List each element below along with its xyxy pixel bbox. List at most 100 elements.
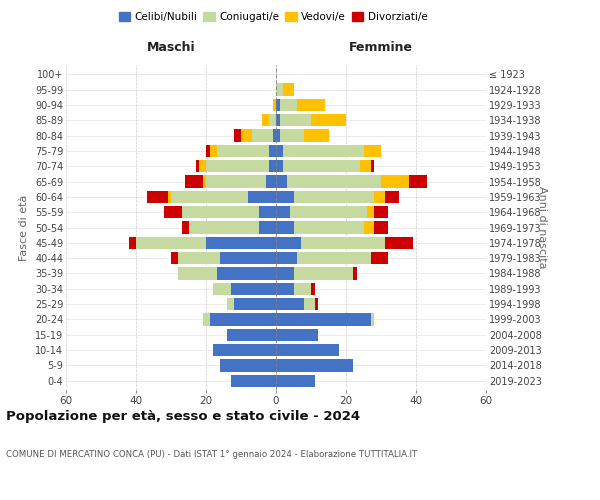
Bar: [374, 190, 385, 203]
Bar: [293, 222, 364, 234]
Bar: [304, 298, 314, 310]
Bar: [385, 190, 398, 203]
Bar: [311, 114, 346, 126]
Bar: [276, 176, 287, 188]
Bar: [206, 144, 209, 157]
Bar: [185, 176, 203, 188]
Bar: [206, 176, 265, 188]
Bar: [353, 268, 356, 280]
Bar: [269, 144, 276, 157]
Bar: [283, 144, 364, 157]
Bar: [167, 190, 171, 203]
Bar: [304, 130, 329, 141]
Bar: [265, 176, 276, 188]
Bar: [188, 222, 259, 234]
Bar: [276, 236, 301, 249]
Bar: [311, 282, 314, 295]
Text: COMUNE DI MERCATINO CONCA (PU) - Dati ISTAT 1° gennaio 2024 - Elaborazione TUTTI: COMUNE DI MERCATINO CONCA (PU) - Dati IS…: [6, 450, 417, 459]
Bar: [217, 268, 276, 280]
Bar: [276, 374, 314, 387]
Bar: [171, 190, 248, 203]
Bar: [367, 206, 374, 218]
Bar: [230, 374, 276, 387]
Bar: [409, 176, 427, 188]
Bar: [301, 236, 385, 249]
Bar: [209, 144, 217, 157]
Bar: [276, 344, 339, 356]
Bar: [234, 130, 241, 141]
Bar: [276, 282, 293, 295]
Bar: [276, 268, 293, 280]
Bar: [276, 160, 283, 172]
Bar: [213, 282, 230, 295]
Bar: [259, 206, 276, 218]
Bar: [276, 114, 280, 126]
Legend: Celibi/Nubili, Coniugati/e, Vedovi/e, Divorziati/e: Celibi/Nubili, Coniugati/e, Vedovi/e, Di…: [115, 8, 431, 26]
Bar: [136, 236, 206, 249]
Bar: [272, 130, 276, 141]
Bar: [182, 206, 259, 218]
Bar: [203, 176, 206, 188]
Bar: [381, 176, 409, 188]
Bar: [276, 98, 280, 111]
Bar: [276, 328, 318, 341]
Bar: [220, 252, 276, 264]
Bar: [276, 298, 304, 310]
Bar: [371, 314, 374, 326]
Bar: [209, 314, 276, 326]
Bar: [272, 98, 276, 111]
Bar: [276, 144, 283, 157]
Bar: [227, 298, 234, 310]
Bar: [178, 268, 217, 280]
Bar: [280, 130, 304, 141]
Bar: [276, 130, 280, 141]
Bar: [129, 236, 136, 249]
Bar: [241, 130, 251, 141]
Bar: [364, 222, 374, 234]
Bar: [248, 190, 276, 203]
Bar: [364, 144, 381, 157]
Bar: [293, 282, 311, 295]
Bar: [199, 160, 206, 172]
Bar: [206, 160, 269, 172]
Bar: [196, 160, 199, 172]
Bar: [230, 282, 276, 295]
Bar: [385, 236, 413, 249]
Bar: [220, 360, 276, 372]
Bar: [146, 190, 167, 203]
Bar: [178, 252, 220, 264]
Bar: [206, 236, 276, 249]
Bar: [276, 252, 297, 264]
Text: Maschi: Maschi: [146, 42, 196, 54]
Bar: [203, 314, 209, 326]
Bar: [276, 314, 371, 326]
Bar: [280, 114, 311, 126]
Y-axis label: Anni di nascita: Anni di nascita: [537, 186, 547, 269]
Bar: [293, 190, 374, 203]
Bar: [269, 160, 276, 172]
Bar: [360, 160, 371, 172]
Text: Femmine: Femmine: [349, 42, 413, 54]
Bar: [371, 252, 388, 264]
Bar: [164, 206, 182, 218]
Bar: [287, 176, 381, 188]
Bar: [297, 252, 371, 264]
Bar: [259, 222, 276, 234]
Bar: [182, 222, 188, 234]
Bar: [276, 360, 353, 372]
Bar: [269, 114, 276, 126]
Bar: [374, 222, 388, 234]
Bar: [251, 130, 272, 141]
Bar: [276, 190, 293, 203]
Bar: [374, 206, 388, 218]
Text: Popolazione per età, sesso e stato civile - 2024: Popolazione per età, sesso e stato civil…: [6, 410, 360, 423]
Bar: [314, 298, 318, 310]
Bar: [276, 206, 290, 218]
Bar: [283, 84, 293, 96]
Bar: [213, 344, 276, 356]
Bar: [280, 98, 297, 111]
Bar: [276, 222, 293, 234]
Bar: [171, 252, 178, 264]
Y-axis label: Fasce di età: Fasce di età: [19, 194, 29, 260]
Bar: [371, 160, 374, 172]
